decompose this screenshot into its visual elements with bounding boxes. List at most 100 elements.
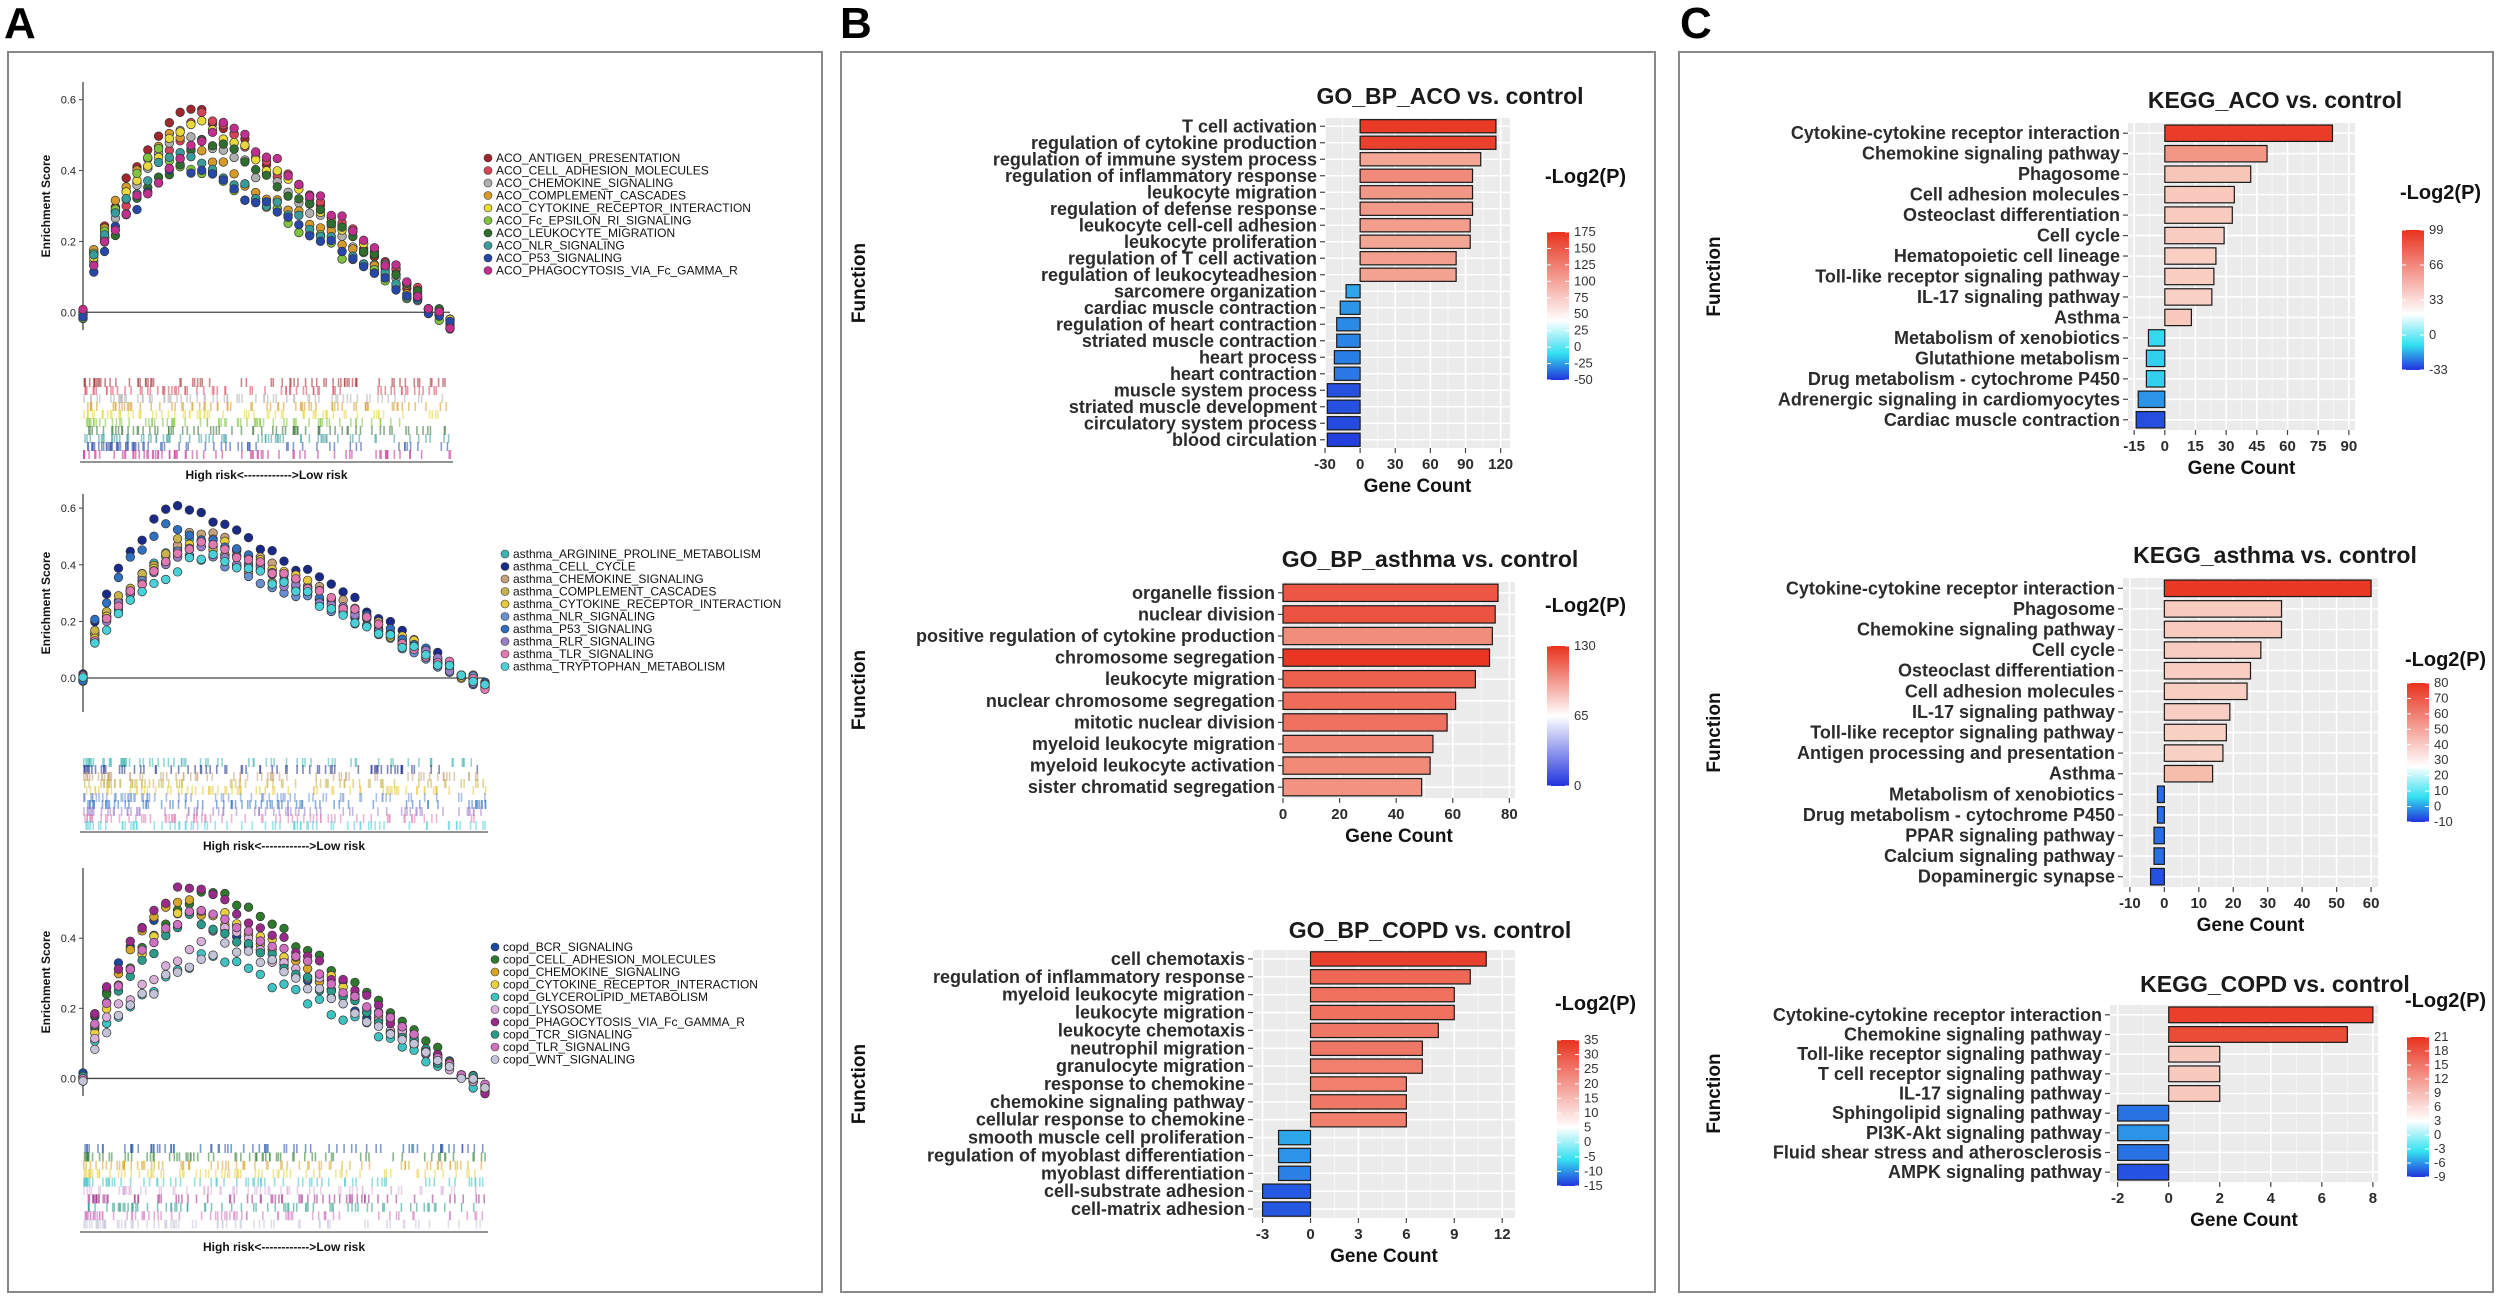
hit-mark <box>86 1186 89 1195</box>
bar <box>1333 366 1361 381</box>
hit-mark <box>178 1152 181 1162</box>
hit-mark <box>146 786 149 795</box>
hit-mark <box>462 758 465 767</box>
hit-mark <box>104 418 107 427</box>
legend-tick-label: 20 <box>2434 768 2448 783</box>
hit-mark <box>318 1169 321 1179</box>
hit-mark <box>484 793 486 802</box>
hit-mark <box>97 821 100 830</box>
hit-mark <box>118 765 121 774</box>
hit-mark <box>314 394 317 403</box>
score-point <box>255 566 266 576</box>
hit-mark <box>333 442 336 451</box>
score-point <box>272 197 282 207</box>
hit-mark <box>125 442 127 451</box>
bar <box>2137 390 2166 409</box>
legend-tick-label: 9 <box>2434 1085 2441 1100</box>
hit-mark <box>322 1194 324 1204</box>
hit-mark <box>339 793 342 802</box>
score-point <box>373 1021 384 1032</box>
category-label: Cell adhesion molecules <box>1910 185 2120 205</box>
hit-mark <box>297 807 300 816</box>
hit-mark <box>107 786 109 795</box>
hit-strip-0 <box>83 758 473 767</box>
legend-label: asthma_ARGININE_PROLINE_METABOLISM <box>513 547 761 561</box>
hit-mark <box>442 1186 445 1195</box>
hit-mark <box>106 410 109 419</box>
hit-mark <box>381 394 384 403</box>
hit-mark <box>147 1169 149 1179</box>
category-label: Cytokine-cytokine receptor interaction <box>1773 1005 2102 1025</box>
hit-mark <box>127 1152 130 1162</box>
bar <box>1282 626 1493 646</box>
bar <box>1339 300 1361 315</box>
hit-mark <box>136 1202 139 1212</box>
score-point <box>184 962 195 972</box>
hit-mark <box>442 772 445 781</box>
hit-mark <box>128 418 130 427</box>
score-point <box>338 988 348 998</box>
category-label: myeloid leukocyte migration <box>1032 734 1275 754</box>
hit-mark <box>124 1152 127 1162</box>
score-point <box>101 598 112 608</box>
hit-mark <box>160 1194 162 1204</box>
chart-title: GO_BP_ACO vs. control <box>1316 83 1583 109</box>
hit-mark <box>157 450 160 459</box>
hit-mark <box>448 786 451 795</box>
hit-mark <box>262 418 265 427</box>
hit-mark <box>354 378 357 387</box>
hit-mark <box>377 807 379 816</box>
hit-mark <box>442 1169 444 1179</box>
hit-mark <box>195 1194 198 1204</box>
y-axis-title: Enrichment Score <box>39 930 53 1033</box>
hit-mark <box>428 386 431 395</box>
hit-mark <box>355 426 357 435</box>
hit-mark <box>254 1152 257 1162</box>
hit-mark <box>480 807 482 816</box>
hit-mark <box>448 772 451 781</box>
bar <box>2164 144 2268 163</box>
hit-mark <box>91 800 94 809</box>
hit-mark <box>299 800 301 809</box>
hit-mark <box>276 434 279 443</box>
hit-mark <box>320 418 322 427</box>
hit-mark <box>285 758 288 767</box>
hit-mark <box>95 378 98 387</box>
score-point <box>409 1029 419 1039</box>
legend-tick-label: 150 <box>1574 240 1596 255</box>
score-point <box>385 630 396 640</box>
hit-mark <box>121 758 124 767</box>
hit-mark <box>102 1152 104 1162</box>
hit-mark <box>246 418 248 427</box>
hit-mark <box>86 386 88 395</box>
hit-mark <box>178 821 180 830</box>
hit-mark <box>293 450 295 459</box>
hit-mark <box>334 386 336 395</box>
hit-mark <box>369 779 371 788</box>
hit-mark <box>431 814 433 823</box>
hit-mark <box>382 786 384 795</box>
hit-mark <box>109 442 111 451</box>
hit-mark <box>484 1152 486 1162</box>
hit-mark <box>273 758 275 767</box>
hit-mark <box>429 426 432 435</box>
hit-mark <box>110 1160 113 1170</box>
legend-key <box>490 967 500 977</box>
hit-mark <box>87 800 89 809</box>
hit-mark <box>317 434 320 443</box>
hit-mark <box>252 450 254 459</box>
hit-mark <box>298 1160 301 1170</box>
hit-mark <box>206 418 209 427</box>
hit-mark <box>273 807 275 816</box>
score-point <box>232 563 242 573</box>
hit-mark <box>311 1211 314 1221</box>
score-point <box>302 972 313 982</box>
hit-mark <box>163 758 165 767</box>
hit-mark <box>458 1219 460 1229</box>
hit-mark <box>200 1211 203 1221</box>
x-tick-label: 9 <box>1450 1226 1458 1243</box>
hit-mark <box>142 758 145 767</box>
hit-mark <box>417 1169 420 1179</box>
